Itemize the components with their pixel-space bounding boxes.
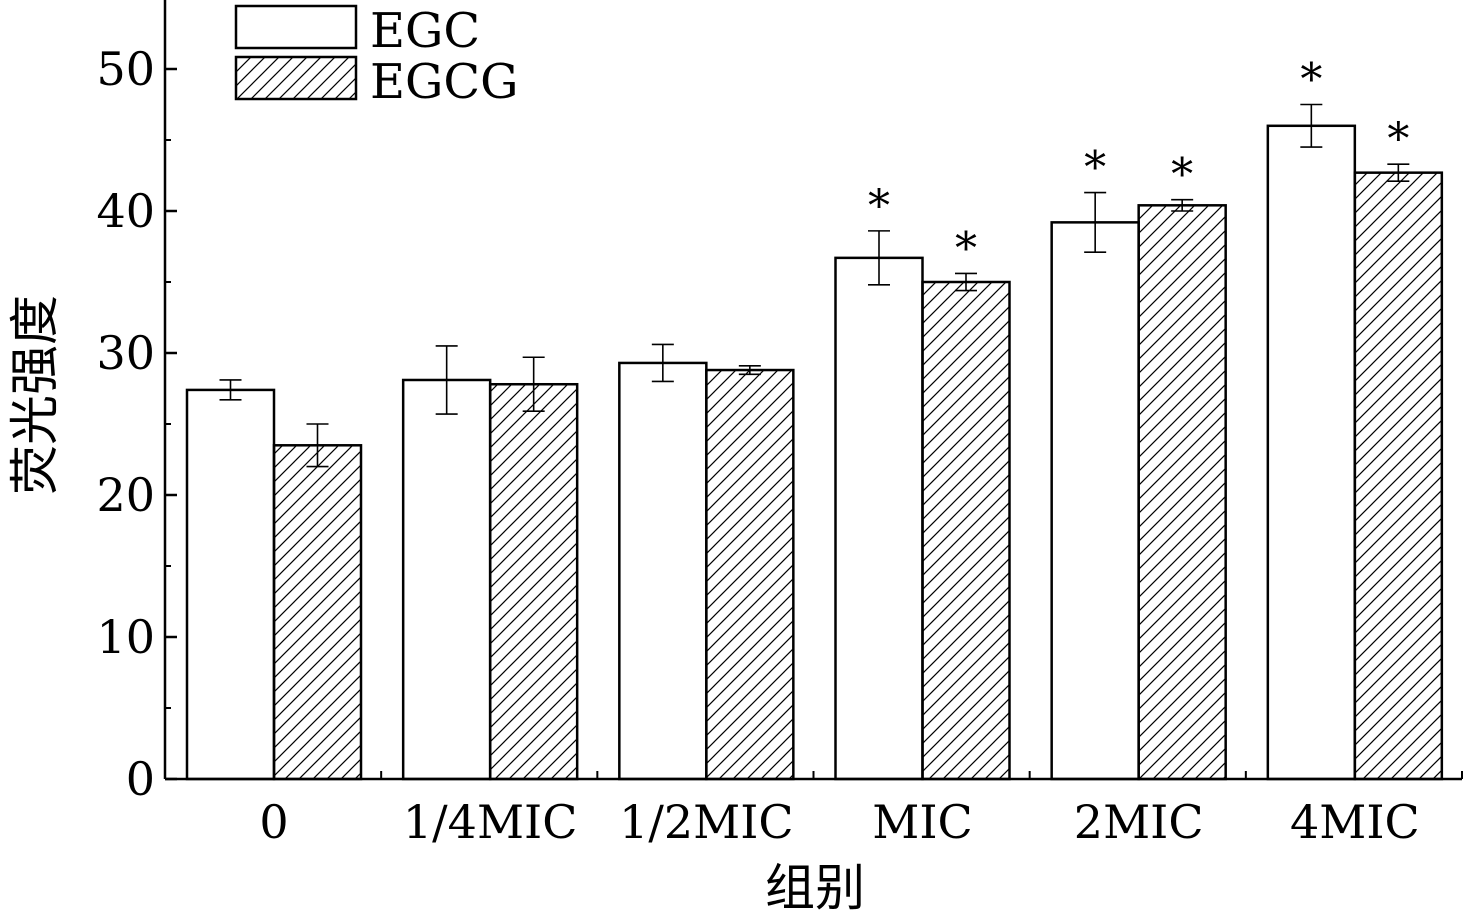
significance-star: * (1084, 143, 1106, 194)
bar-egc-4 (1050, 221, 1140, 781)
bar-egc-2 (618, 361, 708, 781)
significance-star: * (1171, 150, 1193, 201)
x-tick-label: 1/4MIC (403, 795, 578, 849)
bar-egc-0 (185, 388, 276, 781)
y-tick-label: 20 (96, 468, 155, 522)
y-tick-label: 0 (126, 752, 155, 806)
x-tick-label: 2MIC (1074, 795, 1204, 849)
significance-star: * (868, 181, 890, 232)
x-tick-label: MIC (872, 795, 972, 849)
bar-egc-3 (834, 256, 924, 781)
bar-egcg-4 (1137, 204, 1227, 781)
bar-egcg-3 (921, 280, 1011, 781)
legend: EGC EGCG (234, 3, 518, 110)
bar-egcg-5 (1353, 171, 1444, 781)
bar-egcg-1 (488, 382, 579, 781)
x-axis-title: 组别 (765, 859, 865, 917)
bar-egc-1 (401, 378, 492, 781)
x-tick-label: 4MIC (1290, 795, 1420, 849)
x-tick-label: 0 (259, 795, 288, 849)
x-tick-label: 1/2MIC (619, 795, 794, 849)
y-tick-label: 40 (96, 184, 155, 238)
bars-layer: * * * * * * (185, 55, 1444, 781)
significance-star: * (1387, 114, 1409, 165)
significance-star: * (1300, 55, 1322, 106)
y-tick-label: 10 (96, 610, 155, 664)
y-tick-label: 30 (96, 326, 155, 380)
ticks-layer: 0 10 20 30 40 50 0 1/4MIC 1/2MIC MIC 2MIC 4MIC (96, 42, 1463, 849)
legend-label-egcg: EGCG (370, 54, 518, 110)
legend-swatch-egc (234, 4, 358, 50)
y-tick-label: 50 (96, 42, 155, 96)
legend-label-egc: EGC (370, 3, 480, 59)
bar-egc-5 (1266, 124, 1357, 781)
bar-egcg-0 (272, 444, 363, 781)
bar-egcg-2 (705, 368, 795, 781)
legend-swatch-egcg (234, 55, 358, 101)
significance-star: * (955, 223, 977, 274)
y-axis-title: 荧光强度 (6, 295, 64, 495)
